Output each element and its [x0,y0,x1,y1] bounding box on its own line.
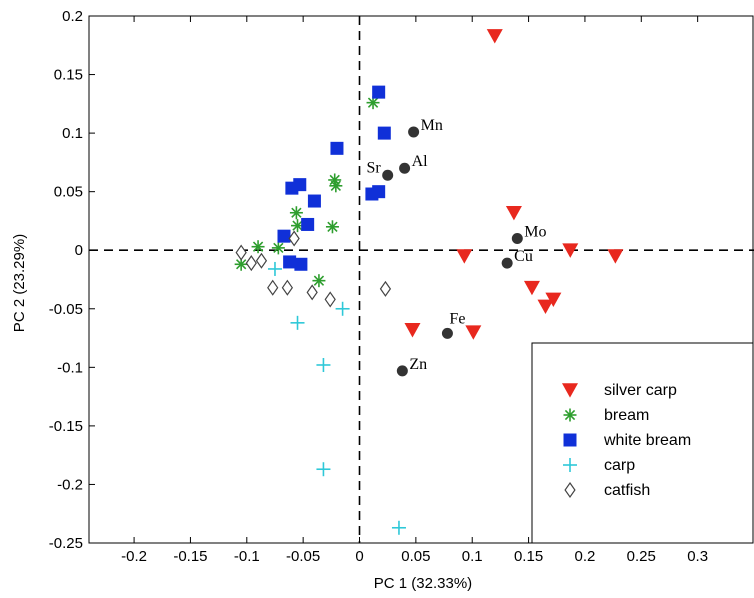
loading-point-mo [512,233,523,244]
loading-point-zn [397,365,408,376]
legend-label-catfish: catfish [604,482,650,499]
silver-carp-point [456,249,472,263]
silver-carp-point [465,325,481,339]
y-tick-label: -0.15 [49,418,83,435]
catfish-point [236,246,246,260]
x-tick-label: -0.15 [173,548,207,565]
y-tick-label: 0.1 [62,125,83,142]
bream-point [290,206,303,219]
bream-point [329,179,342,192]
catfish-point [246,256,256,270]
loading-label-cu: Cu [514,248,533,265]
white-bream-point [330,142,343,155]
white-bream-point [283,255,296,268]
carp-point [268,262,282,276]
y-tick-label: -0.25 [49,535,83,552]
white-bream-point [301,218,314,231]
loading-point-cu [502,258,513,269]
y-tick-label: -0.05 [49,301,83,318]
loading-label-fe: Fe [449,310,465,327]
x-tick-label: 0.05 [401,548,430,565]
x-tick-label: 0.25 [627,548,656,565]
legend-label-bream: bream [604,407,649,424]
loading-label-al: Al [412,153,429,170]
legend-marker-bream [564,409,577,422]
x-tick-label: -0.1 [234,548,260,565]
white-bream-point [277,230,290,243]
loading-label-sr: Sr [366,159,381,176]
catfish-point [257,254,267,268]
silver-carp-point [506,206,522,220]
silver-carp-point [537,300,553,314]
bream-point [312,274,325,287]
x-tick-label: -0.2 [121,548,147,565]
carp-point [316,462,330,476]
silver-carp-point [404,323,420,337]
catfish-point [381,282,391,296]
catfish-point [325,292,335,306]
white-bream-point [285,182,298,195]
loading-point-sr [382,170,393,181]
carp-point [291,316,305,330]
catfish-point [268,281,278,295]
legend-marker-white-bream [564,434,577,447]
catfish-point [289,232,299,246]
white-bream-point [308,195,321,208]
x-tick-label: 0.1 [462,548,483,565]
carp-point [336,302,350,316]
loading-label-mo: Mo [524,224,546,241]
legend: silver carp bream white bream carp catfish [532,343,753,543]
y-tick-label: -0.1 [57,359,83,376]
carp-point [316,358,330,372]
carp-point [392,521,406,535]
legend-label-white-bream: white bream [603,432,691,449]
loading-point-mn [408,126,419,137]
catfish-point [307,285,317,299]
white-bream-point [372,86,385,99]
legend-label-carp: carp [604,457,635,474]
silver-carp-point [524,281,540,295]
y-tick-label: -0.2 [57,476,83,493]
loading-point-fe [442,328,453,339]
x-tick-label: 0.2 [575,548,596,565]
x-tick-label: 0.15 [514,548,543,565]
silver-carp-point [487,29,503,43]
loading-label-zn: Zn [409,356,427,373]
x-tick-label: 0.3 [687,548,708,565]
white-bream-point [378,127,391,140]
silver-carp-point [607,249,623,263]
catfish-point [282,281,292,295]
y-tick-label: 0.05 [54,184,83,201]
bream-point [272,241,285,254]
y-tick-label: 0.2 [62,8,83,25]
y-axis-label: PC 2 (23.29%) [11,234,28,332]
white-bream-point [365,188,378,201]
x-axis-label: PC 1 (32.33%) [374,575,472,592]
x-tick-label: -0.05 [286,548,320,565]
loading-label-mn: Mn [421,117,443,134]
y-tick-label: 0.15 [54,67,83,84]
loading-point-al [399,163,410,174]
y-tick-label: 0 [75,242,83,259]
white-bream-point [294,258,307,271]
bream-point [326,220,339,233]
x-tick-label: 0 [355,548,363,565]
legend-label-silver-carp: silver carp [604,382,677,399]
bream-point [252,240,265,253]
